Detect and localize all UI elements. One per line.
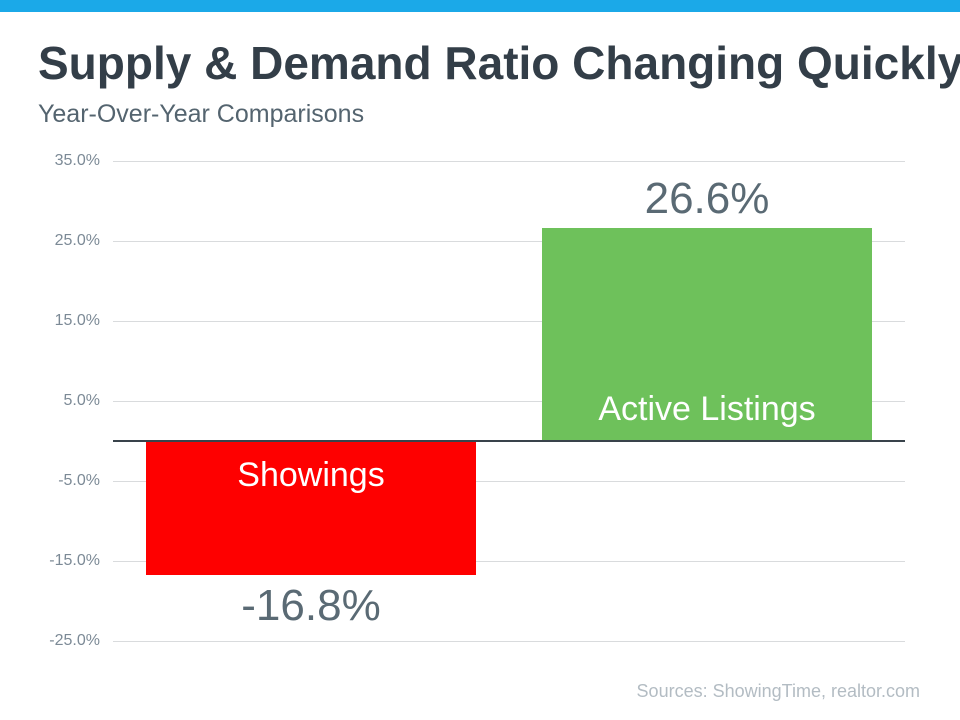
- page-subtitle: Year-Over-Year Comparisons: [38, 100, 365, 128]
- page-title: Supply & Demand Ratio Changing Quickly: [38, 37, 960, 89]
- y-tick-label: -15.0%: [49, 552, 100, 569]
- y-tick-label: 15.0%: [54, 312, 100, 329]
- value-label-active-listings: 26.6%: [644, 174, 770, 223]
- bar-label-showings: Showings: [237, 456, 385, 494]
- x-axis-zero-line: [113, 440, 905, 442]
- gridline: [113, 401, 905, 402]
- y-tick-label: -25.0%: [49, 632, 100, 649]
- bar-active-listings: Active Listings: [542, 228, 872, 441]
- value-label-showings: -16.8%: [241, 581, 381, 630]
- y-tick-label: 25.0%: [54, 232, 100, 249]
- bar-label-active-listings: Active Listings: [598, 390, 816, 428]
- gridline: [113, 481, 905, 482]
- gridline: [113, 161, 905, 162]
- y-tick-label: 5.0%: [63, 392, 100, 409]
- gridline: [113, 641, 905, 642]
- sources-caption: Sources: ShowingTime, realtor.com: [636, 681, 920, 701]
- gridline: [113, 241, 905, 242]
- y-tick-label: 35.0%: [54, 152, 100, 169]
- bar-showings: Showings: [146, 441, 476, 575]
- gridline: [113, 321, 905, 322]
- gridline: [113, 561, 905, 562]
- y-tick-label: -5.0%: [58, 472, 100, 489]
- top-accent-bar: [0, 0, 960, 12]
